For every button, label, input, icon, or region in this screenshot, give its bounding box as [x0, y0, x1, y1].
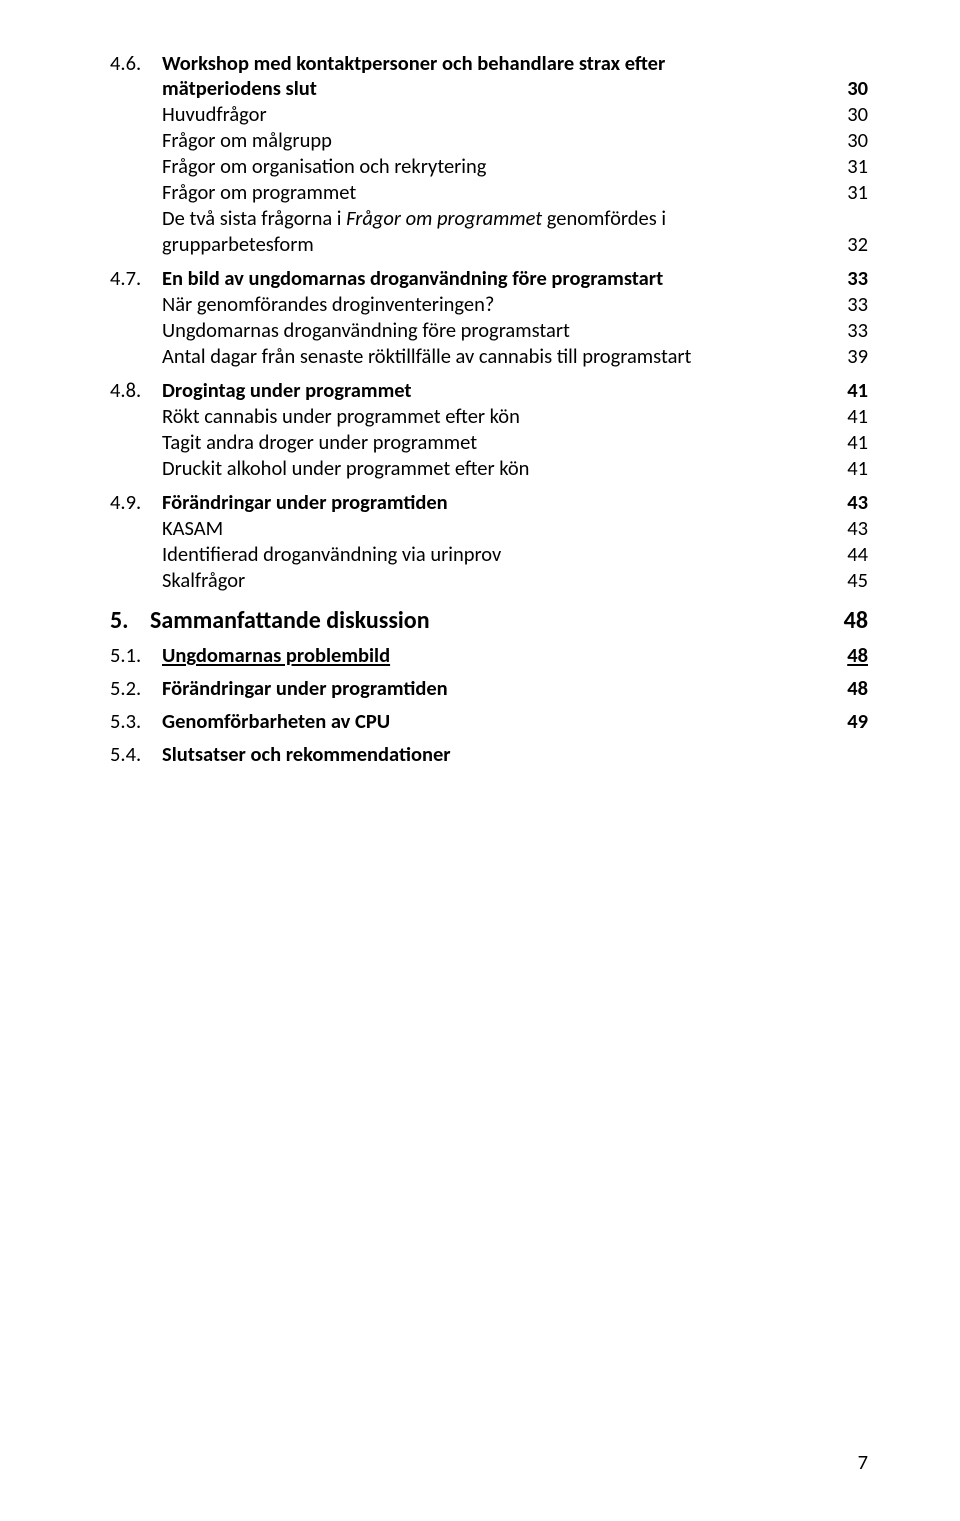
toc-item-page: 39	[838, 344, 868, 369]
toc-item-label: Skalfrågor	[162, 568, 838, 593]
toc-sub-text: Ungdomarnas problembild	[162, 642, 390, 668]
toc-item-page: 33	[838, 318, 868, 343]
toc-item-page: 44	[838, 542, 868, 567]
toc-note-label2: grupparbetesform	[162, 232, 838, 257]
toc-heading-text: En bild av ungdomarnas droganvändning fö…	[162, 265, 663, 291]
toc-sub-text: Slutsatser och rekommendationer	[162, 741, 451, 767]
table-of-contents: 4.6.Workshop med kontaktpersoner och beh…	[110, 51, 868, 767]
toc-item-label: Tagit andra droger under programmet	[162, 430, 838, 455]
page-number: 7	[858, 1449, 868, 1475]
toc-heading-text: Förändringar under programtiden	[162, 489, 448, 515]
toc-heading-page: 33	[838, 266, 868, 291]
toc-note-prefix: De två sista frågorna i	[162, 205, 346, 231]
toc-heading-text-line2: mätperiodens slut	[162, 76, 838, 101]
toc-item-label: Frågor om programmet	[162, 180, 838, 205]
toc-item: När genomförandes droginventeringen? 33	[110, 292, 868, 317]
toc-sub-number: 5.4.	[110, 742, 162, 767]
toc-item-page: 33	[838, 292, 868, 317]
toc-item-page: 30	[838, 128, 868, 153]
toc-item: Huvudfrågor 30	[110, 102, 868, 127]
toc-heading-text: Drogintag under programmet	[162, 377, 412, 403]
toc-note-suffix: genomfördes i	[542, 205, 666, 231]
toc-item-label: När genomförandes droginventeringen?	[162, 292, 838, 317]
toc-heading-label: 4.6.Workshop med kontaktpersoner och beh…	[110, 51, 838, 76]
toc-item: Ungdomarnas droganvändning före programs…	[110, 318, 868, 343]
toc-sub-5-3: 5.3.Genomförbarheten av CPU 49	[110, 709, 868, 734]
toc-heading-4-6: 4.6.Workshop med kontaktpersoner och beh…	[110, 51, 868, 76]
toc-sub-page: 48	[838, 676, 868, 701]
toc-sub-page: 48	[838, 643, 868, 668]
toc-heading-text-line1: Workshop med kontaktpersoner och behandl…	[162, 50, 665, 76]
toc-heading-number: 4.7.	[110, 266, 162, 291]
toc-heading-label: 4.8.Drogintag under programmet	[110, 378, 838, 403]
toc-item-page: 41	[838, 456, 868, 481]
toc-heading-label: 4.9.Förändringar under programtiden	[110, 490, 838, 515]
toc-item-page: 31	[838, 154, 868, 179]
toc-item-label: Druckit alkohol under programmet efter k…	[162, 456, 838, 481]
toc-item-page: 41	[838, 404, 868, 429]
toc-heading-page: 30	[838, 76, 868, 101]
toc-item: KASAM 43	[110, 516, 868, 541]
toc-sub-5-1: 5.1.Ungdomarnas problembild 48	[110, 643, 868, 668]
toc-item: Identifierad droganvändning via urinprov…	[110, 542, 868, 567]
page: 4.6.Workshop med kontaktpersoner och beh…	[0, 0, 960, 1521]
toc-item-label: Identifierad droganvändning via urinprov	[162, 542, 838, 567]
toc-item: Frågor om målgrupp 30	[110, 128, 868, 153]
toc-item-label: Frågor om målgrupp	[162, 128, 838, 153]
toc-item-label: Huvudfrågor	[162, 102, 838, 127]
toc-heading-number: 5.	[110, 606, 150, 635]
toc-item-page: 43	[838, 516, 868, 541]
toc-sub-number: 5.2.	[110, 676, 162, 701]
toc-sub-number: 5.3.	[110, 709, 162, 734]
toc-sub-label: 5.3.Genomförbarheten av CPU	[110, 709, 838, 734]
toc-heading-4-9: 4.9.Förändringar under programtiden 43	[110, 490, 868, 515]
toc-heading-page: 43	[838, 490, 868, 515]
toc-item: Skalfrågor 45	[110, 568, 868, 593]
toc-sub-5-2: 5.2.Förändringar under programtiden 48	[110, 676, 868, 701]
toc-note-page: 32	[838, 232, 868, 257]
toc-item-page: 41	[838, 430, 868, 455]
toc-heading-label: 4.7.En bild av ungdomarnas droganvändnin…	[110, 266, 838, 291]
toc-item-label: Rökt cannabis under programmet efter kön	[162, 404, 838, 429]
toc-item: Frågor om programmet 31	[110, 180, 868, 205]
toc-heading-text: Sammanfattande diskussion	[150, 606, 430, 635]
toc-note-line1: De två sista frågorna i Frågor om progra…	[110, 206, 868, 231]
toc-item-label: Frågor om organisation och rekrytering	[162, 154, 838, 179]
toc-heading-number: 4.6.	[110, 51, 162, 76]
toc-item: Frågor om organisation och rekrytering 3…	[110, 154, 868, 179]
toc-item-label: Antal dagar från senaste röktillfälle av…	[162, 344, 838, 369]
toc-sub-text: Förändringar under programtiden	[162, 675, 448, 701]
toc-heading-label: 5.Sammanfattande diskussion	[110, 606, 838, 635]
toc-item-page: 31	[838, 180, 868, 205]
toc-note-italic: Frågor om programmet	[346, 205, 542, 231]
toc-sub-5-4: 5.4.Slutsatser och rekommendationer	[110, 742, 868, 767]
toc-item: Rökt cannabis under programmet efter kön…	[110, 404, 868, 429]
toc-sub-label: 5.2.Förändringar under programtiden	[110, 676, 838, 701]
toc-heading-page: 41	[838, 378, 868, 403]
toc-item-page: 45	[838, 568, 868, 593]
toc-item-page: 30	[838, 102, 868, 127]
toc-sub-text: Genomförbarheten av CPU	[162, 708, 390, 734]
toc-heading-4-6-cont: mätperiodens slut 30	[110, 76, 868, 101]
toc-item: Druckit alkohol under programmet efter k…	[110, 456, 868, 481]
toc-heading-number: 4.8.	[110, 378, 162, 403]
toc-heading-4-8: 4.8.Drogintag under programmet 41	[110, 378, 868, 403]
toc-sub-number: 5.1.	[110, 643, 162, 668]
toc-heading-number: 4.9.	[110, 490, 162, 515]
toc-heading-page: 48	[838, 606, 868, 635]
toc-item-label: Ungdomarnas droganvändning före programs…	[162, 318, 838, 343]
toc-sub-label: 5.1.Ungdomarnas problembild	[110, 643, 838, 668]
toc-note-label: De två sista frågorna i Frågor om progra…	[162, 206, 838, 231]
toc-item-label: KASAM	[162, 516, 838, 541]
toc-sub-page: 49	[838, 709, 868, 734]
toc-note-line2: grupparbetesform 32	[110, 232, 868, 257]
toc-item: Tagit andra droger under programmet 41	[110, 430, 868, 455]
toc-heading-4-7: 4.7.En bild av ungdomarnas droganvändnin…	[110, 266, 868, 291]
toc-item: Antal dagar från senaste röktillfälle av…	[110, 344, 868, 369]
toc-heading-5: 5.Sammanfattande diskussion 48	[110, 606, 868, 635]
toc-sub-label: 5.4.Slutsatser och rekommendationer	[110, 742, 838, 767]
